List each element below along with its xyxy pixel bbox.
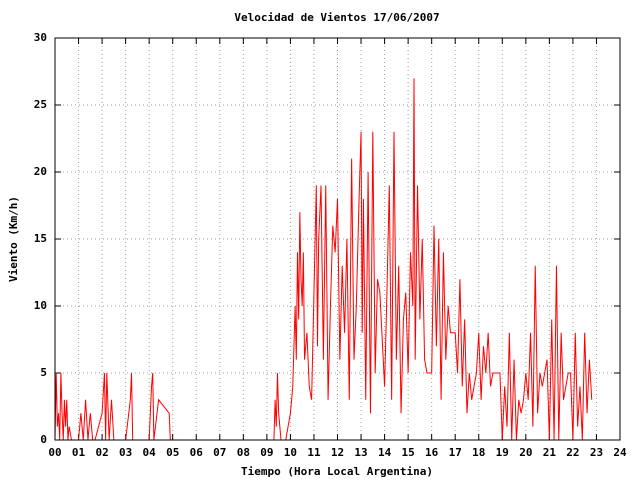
- x-tick-label: 11: [307, 446, 321, 459]
- y-tick-label: 0: [40, 433, 47, 446]
- x-tick-label: 03: [119, 446, 132, 459]
- x-tick-label: 06: [190, 446, 204, 459]
- x-tick-label: 22: [566, 446, 579, 459]
- x-tick-label: 12: [331, 446, 344, 459]
- x-tick-label: 19: [496, 446, 509, 459]
- y-tick-label: 20: [34, 165, 47, 178]
- x-tick-label: 07: [213, 446, 226, 459]
- y-tick-label: 10: [34, 299, 47, 312]
- x-tick-label: 10: [284, 446, 297, 459]
- x-tick-label: 00: [48, 446, 61, 459]
- x-tick-label: 18: [472, 446, 485, 459]
- x-tick-label: 09: [260, 446, 273, 459]
- y-tick-label: 5: [40, 366, 47, 379]
- x-tick-label: 20: [519, 446, 532, 459]
- y-axis-label: Viento (Km/h): [7, 196, 20, 282]
- x-tick-label: 15: [402, 446, 415, 459]
- x-tick-label: 13: [354, 446, 367, 459]
- y-tick-label: 15: [34, 232, 47, 245]
- y-tick-label: 30: [34, 31, 47, 44]
- x-tick-label: 05: [166, 446, 179, 459]
- y-tick-label: 25: [34, 98, 47, 111]
- x-tick-label: 17: [449, 446, 462, 459]
- x-tick-label: 04: [143, 446, 157, 459]
- x-tick-label: 02: [95, 446, 108, 459]
- x-tick-label: 16: [425, 446, 439, 459]
- wind-line: [54, 78, 593, 441]
- chart-title: Velocidad de Vientos 17/06/2007: [234, 11, 439, 24]
- plot-border: [54, 37, 621, 441]
- x-tick-label: 08: [237, 446, 250, 459]
- x-tick-label: 21: [543, 446, 557, 459]
- x-tick-label: 01: [72, 446, 86, 459]
- x-tick-label: 24: [613, 446, 627, 459]
- x-tick-label: 14: [378, 446, 392, 459]
- x-axis-label: Tiempo (Hora Local Argentina): [241, 465, 433, 478]
- x-tick-label: 23: [590, 446, 603, 459]
